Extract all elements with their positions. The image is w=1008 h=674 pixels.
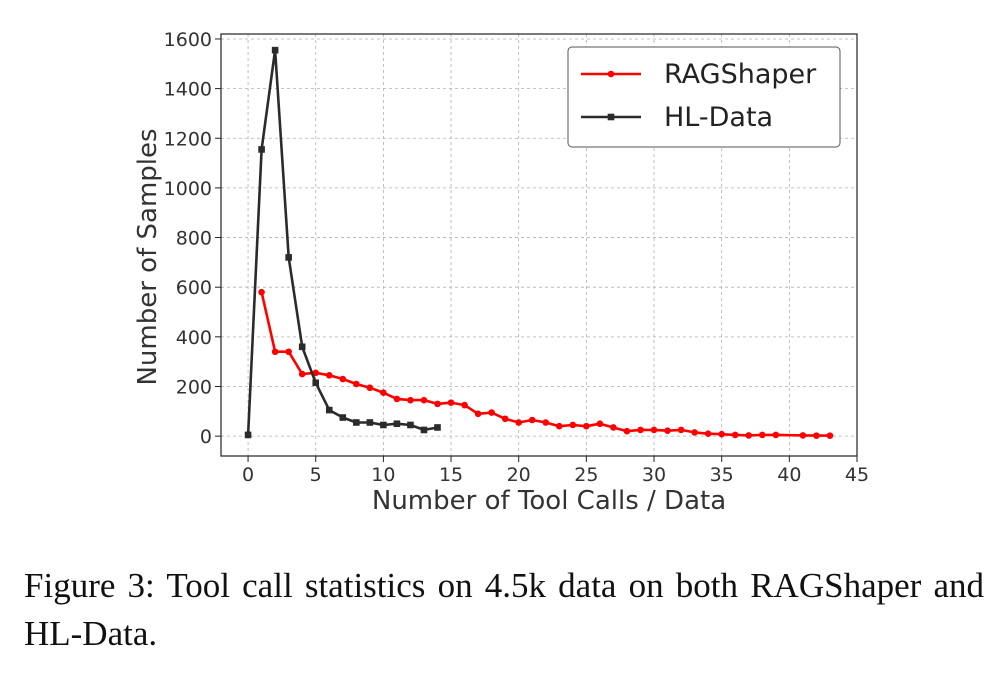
- data-point: [420, 426, 428, 434]
- data-point: [691, 429, 698, 436]
- legend-box: [567, 46, 841, 148]
- y-tick-label: 1000: [164, 178, 212, 200]
- x-tick-label: 25: [574, 464, 598, 486]
- x-tick-label: 40: [777, 464, 801, 486]
- data-point: [407, 421, 414, 429]
- data-point: [637, 426, 644, 434]
- data-point: [434, 400, 441, 408]
- data-point: [285, 254, 292, 261]
- x-axis-title: Number of Tool Calls / Data: [372, 486, 726, 516]
- series-line-ragshaper: [260, 291, 830, 437]
- data-point: [704, 430, 712, 437]
- data-point: [826, 432, 834, 439]
- data-point: [325, 406, 333, 414]
- data-point: [542, 419, 550, 426]
- data-point: [745, 432, 753, 439]
- data-point: [407, 396, 414, 404]
- legend-swatch-marker: [607, 70, 615, 78]
- data-point: [569, 421, 577, 429]
- data-point: [528, 416, 536, 424]
- legend: RAGShaper HL-Data: [567, 46, 841, 148]
- data-point: [312, 379, 320, 387]
- legend-item-hl-data: HL-Data: [581, 102, 773, 133]
- data-point: [813, 432, 820, 439]
- data-point: [799, 432, 807, 439]
- data-point: [610, 424, 617, 431]
- data-point: [555, 422, 563, 430]
- data-point: [353, 380, 360, 388]
- y-tick-label: 0: [200, 426, 212, 448]
- series-hl-data: [244, 46, 441, 439]
- data-point: [461, 401, 468, 409]
- data-point: [501, 415, 509, 423]
- figure-caption: Figure 3: Tool call statistics on 4.5k d…: [24, 566, 984, 653]
- plot-frame: [220, 33, 858, 457]
- data-point: [393, 395, 401, 403]
- y-axis-title: Number of Samples: [133, 128, 163, 385]
- series-group: [244, 46, 834, 439]
- data-point: [366, 384, 374, 392]
- data-point: [650, 426, 658, 434]
- y-tick-label: 1600: [164, 29, 212, 51]
- data-point: [298, 370, 306, 378]
- x-axis-ticks: 0 5 10 15 20 25 30 35 40 45: [242, 456, 869, 486]
- line-chart: 0 5 10 15 20 25 30 35 40 45 0 200 400 600 800 1000 1200…: [133, 29, 869, 516]
- data-point: [731, 431, 739, 439]
- data-point: [434, 424, 441, 431]
- legend-item-ragshaper: RAGShaper: [581, 59, 817, 90]
- x-tick-label: 0: [242, 464, 254, 486]
- data-point: [677, 426, 685, 434]
- y-tick-label: 1400: [164, 79, 212, 101]
- data-point: [339, 375, 347, 383]
- x-tick-label: 35: [710, 464, 734, 486]
- data-point: [393, 420, 401, 428]
- data-point: [758, 431, 766, 439]
- data-point: [488, 409, 495, 416]
- x-tick-label: 15: [439, 464, 463, 486]
- legend-label: RAGShaper: [664, 59, 817, 90]
- data-point: [772, 431, 780, 439]
- data-point: [596, 420, 604, 428]
- x-tick-label: 45: [845, 464, 869, 486]
- data-point: [258, 288, 265, 296]
- x-tick-label: 20: [507, 464, 531, 486]
- data-point: [298, 343, 306, 351]
- y-tick-label: 600: [176, 277, 212, 299]
- data-point: [353, 419, 360, 426]
- data-point: [474, 410, 482, 418]
- data-point: [718, 430, 725, 438]
- data-point: [271, 348, 279, 356]
- data-point: [366, 419, 374, 426]
- data-point: [285, 348, 292, 356]
- x-tick-label: 5: [310, 464, 322, 486]
- y-tick-label: 800: [176, 228, 212, 250]
- data-point: [623, 427, 631, 435]
- data-point: [312, 369, 320, 377]
- data-point: [325, 372, 333, 379]
- series-ragshaper: [258, 288, 834, 439]
- data-point: [380, 421, 387, 429]
- data-point: [583, 422, 590, 430]
- y-tick-label: 200: [176, 376, 212, 398]
- data-point: [515, 419, 523, 426]
- legend-swatch-marker: [607, 113, 615, 121]
- y-tick-label: 1200: [164, 128, 212, 150]
- x-tick-label: 10: [371, 464, 395, 486]
- data-point: [380, 389, 387, 397]
- data-point: [664, 427, 671, 434]
- data-point: [420, 396, 428, 404]
- data-point: [447, 399, 455, 406]
- data-point: [244, 431, 252, 439]
- data-point: [339, 414, 347, 421]
- x-tick-label: 30: [642, 464, 666, 486]
- data-point: [258, 146, 265, 153]
- y-axis-ticks: 0 200 400 600 800 1000 1200 1400 1600: [164, 29, 221, 448]
- legend-label: HL-Data: [664, 102, 773, 133]
- data-point: [271, 46, 279, 54]
- y-tick-label: 400: [176, 327, 212, 349]
